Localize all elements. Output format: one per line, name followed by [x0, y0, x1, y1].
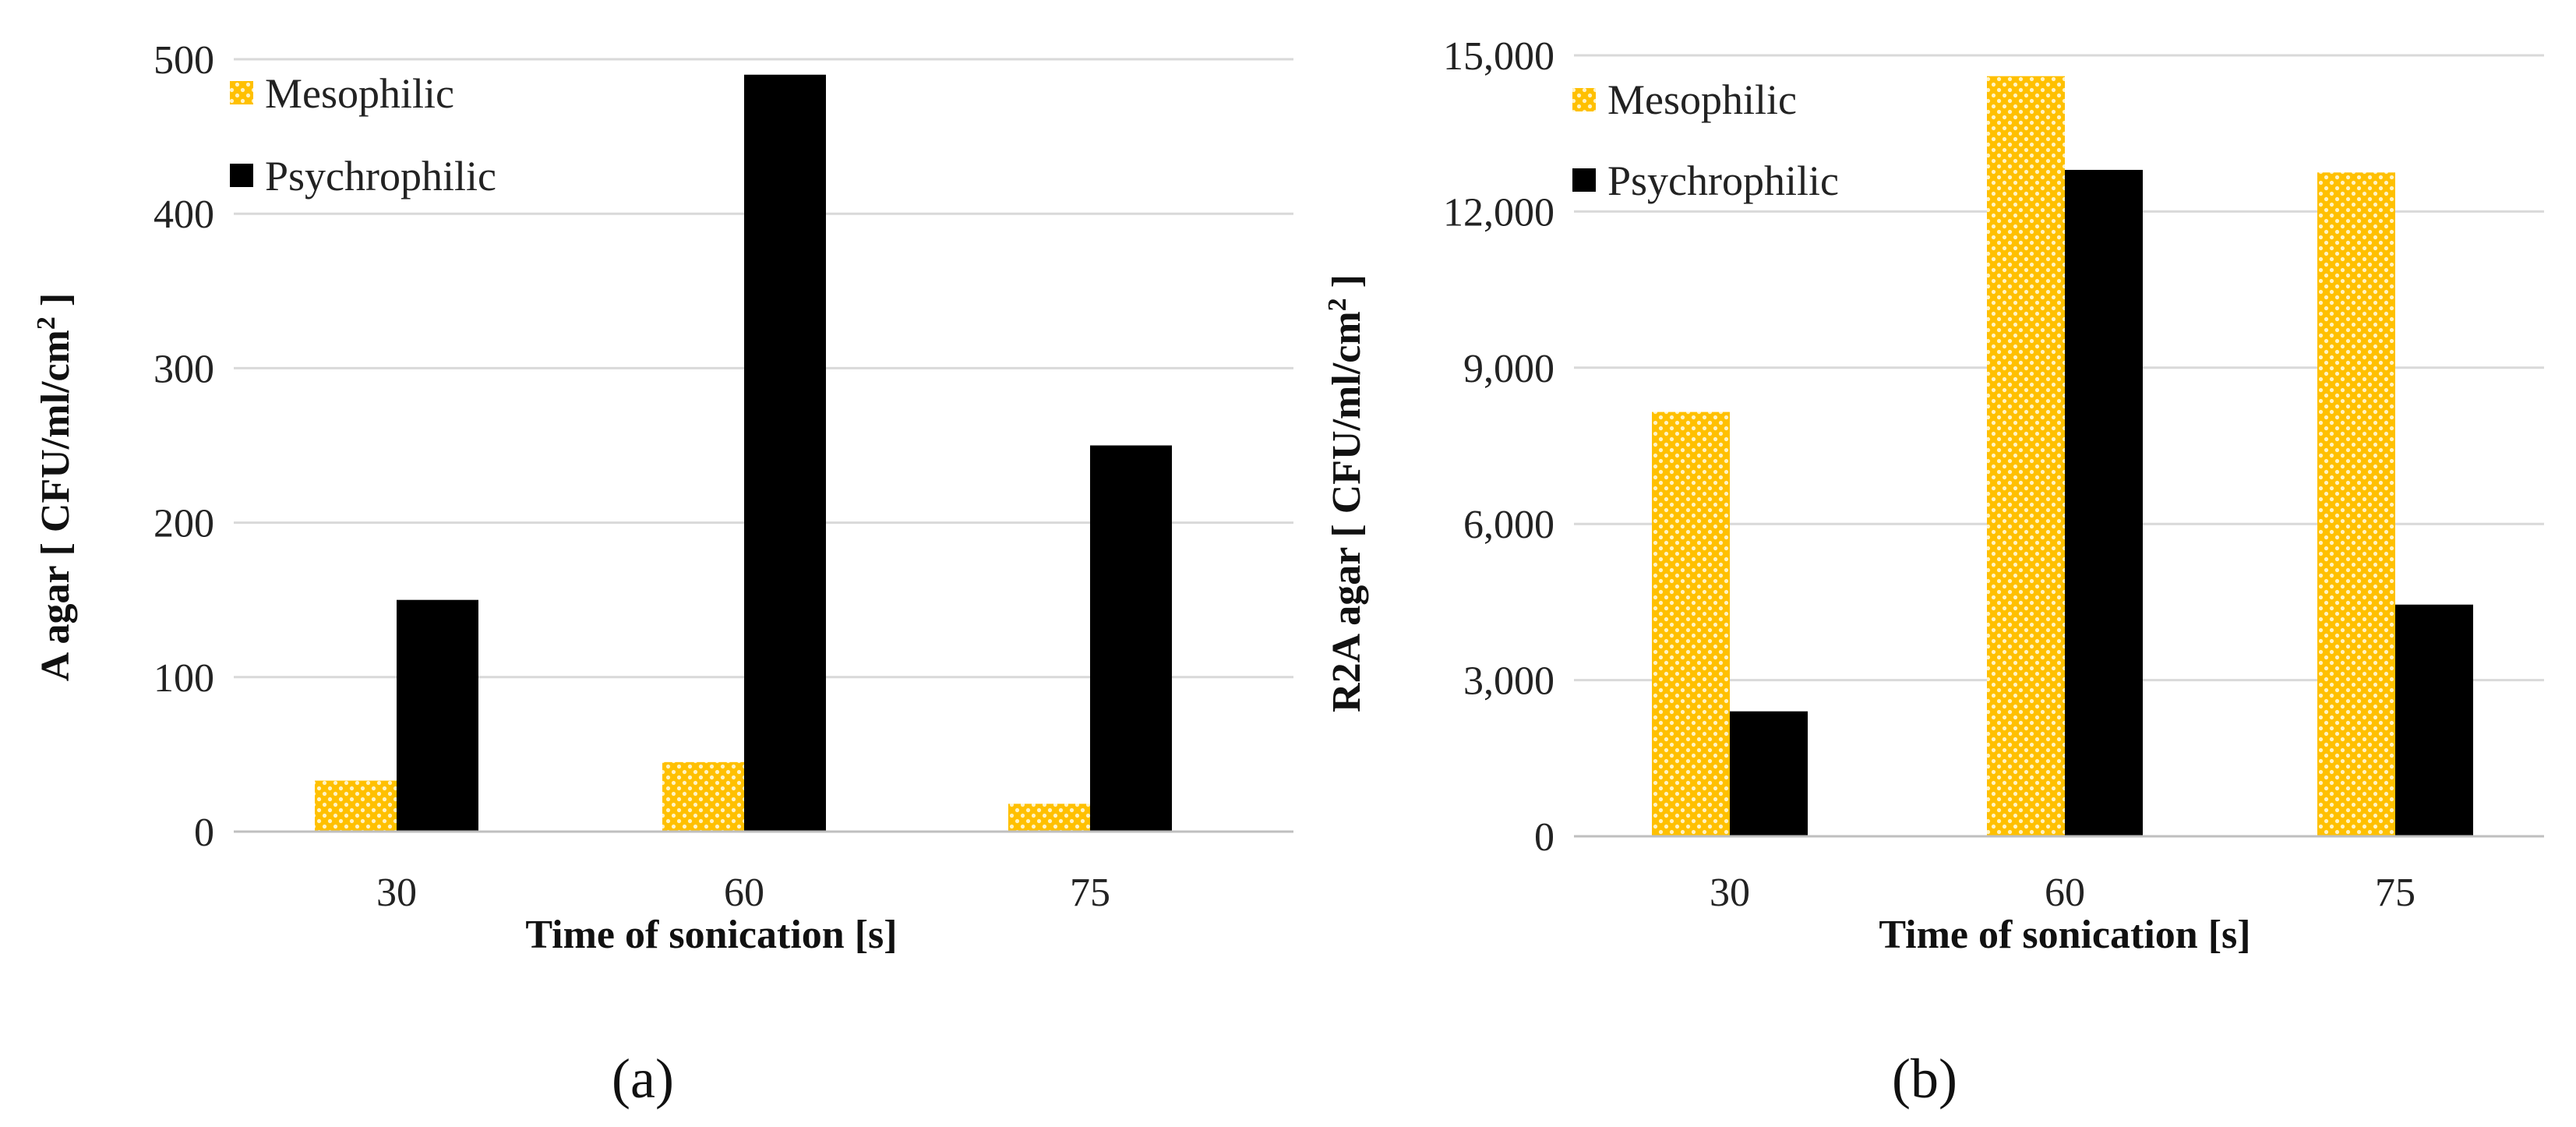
y-tick-label: 6,000 — [1463, 503, 1554, 547]
y-axis-title-b: R2A agar [ CFU/ml/cm2 ] — [1323, 274, 1369, 712]
bar-psychrophilic-60 — [744, 74, 826, 832]
y-tick-label: 12,000 — [1443, 190, 1554, 235]
chart-panel-a: 0 100 200 300 400 500 30 60 75 Mesophilic Psych… — [32, 38, 1293, 1110]
panel-label-a: (a) — [612, 1048, 674, 1110]
bar-mesophilic-75 — [2317, 172, 2395, 837]
y-tick-label: 15,000 — [1443, 34, 1554, 79]
y-tick-labels-b: 0 3,000 6,000 9,000 12,000 15,000 — [1443, 34, 1554, 860]
bar-mesophilic-30 — [315, 780, 397, 832]
legend-swatch-psychrophilic-b — [1572, 168, 1596, 192]
y-tick-label: 3,000 — [1463, 659, 1554, 704]
x-tick-label: 60 — [724, 871, 764, 915]
chart-panel-b: 0 3,000 6,000 9,000 12,000 15,000 30 60 75 Meso… — [1323, 34, 2544, 1110]
y-tick-label: 100 — [154, 656, 214, 701]
bar-psychrophilic-60 — [2065, 169, 2143, 836]
x-tick-labels-a: 30 60 75 — [376, 871, 1110, 915]
panel-label-b: (b) — [1892, 1048, 1957, 1110]
legend-label-psychrophilic-a: Psychrophilic — [265, 153, 496, 200]
y-tick-label: 0 — [1534, 815, 1554, 860]
y-axis-title-a: A agar [ CFU/ml/cm2 ] — [32, 293, 78, 681]
bars-b — [1652, 76, 2473, 837]
x-tick-label: 30 — [1710, 871, 1750, 915]
legend-label-mesophilic-b: Mesophilic — [1607, 76, 1797, 123]
x-tick-labels-b: 30 60 75 — [1710, 871, 2415, 915]
bar-psychrophilic-30 — [397, 599, 478, 832]
x-tick-label: 30 — [376, 871, 417, 915]
y-tick-label: 400 — [154, 193, 214, 237]
bar-mesophilic-60 — [1987, 76, 2065, 837]
y-tick-label: 500 — [154, 38, 214, 83]
legend-label-mesophilic-a: Mesophilic — [265, 70, 454, 117]
x-axis-title-a: Time of sonication [s] — [525, 913, 897, 957]
y-tick-label: 9,000 — [1463, 347, 1554, 391]
legend-label-psychrophilic-b: Psychrophilic — [1607, 157, 1839, 204]
y-tick-labels-a: 0 100 200 300 400 500 — [154, 38, 214, 855]
y-tick-label: 0 — [194, 811, 214, 855]
bar-psychrophilic-30 — [1730, 711, 1808, 836]
y-tick-label: 200 — [154, 502, 214, 546]
x-tick-label: 75 — [2375, 871, 2415, 915]
bar-mesophilic-75 — [1008, 804, 1090, 832]
bars-a — [315, 74, 1172, 832]
legend-swatch-psychrophilic-a — [230, 164, 253, 187]
legend-swatch-mesophilic-a — [230, 81, 253, 104]
bar-mesophilic-30 — [1652, 412, 1730, 836]
y-tick-label: 300 — [154, 347, 214, 391]
bar-psychrophilic-75 — [1090, 445, 1172, 832]
bar-psychrophilic-75 — [2395, 604, 2473, 836]
bar-mesophilic-60 — [662, 761, 744, 832]
legend-swatch-mesophilic-b — [1572, 88, 1596, 111]
x-tick-label: 60 — [2045, 871, 2085, 915]
x-axis-title-b: Time of sonication [s] — [1879, 913, 2250, 957]
x-tick-label: 75 — [1070, 871, 1110, 915]
